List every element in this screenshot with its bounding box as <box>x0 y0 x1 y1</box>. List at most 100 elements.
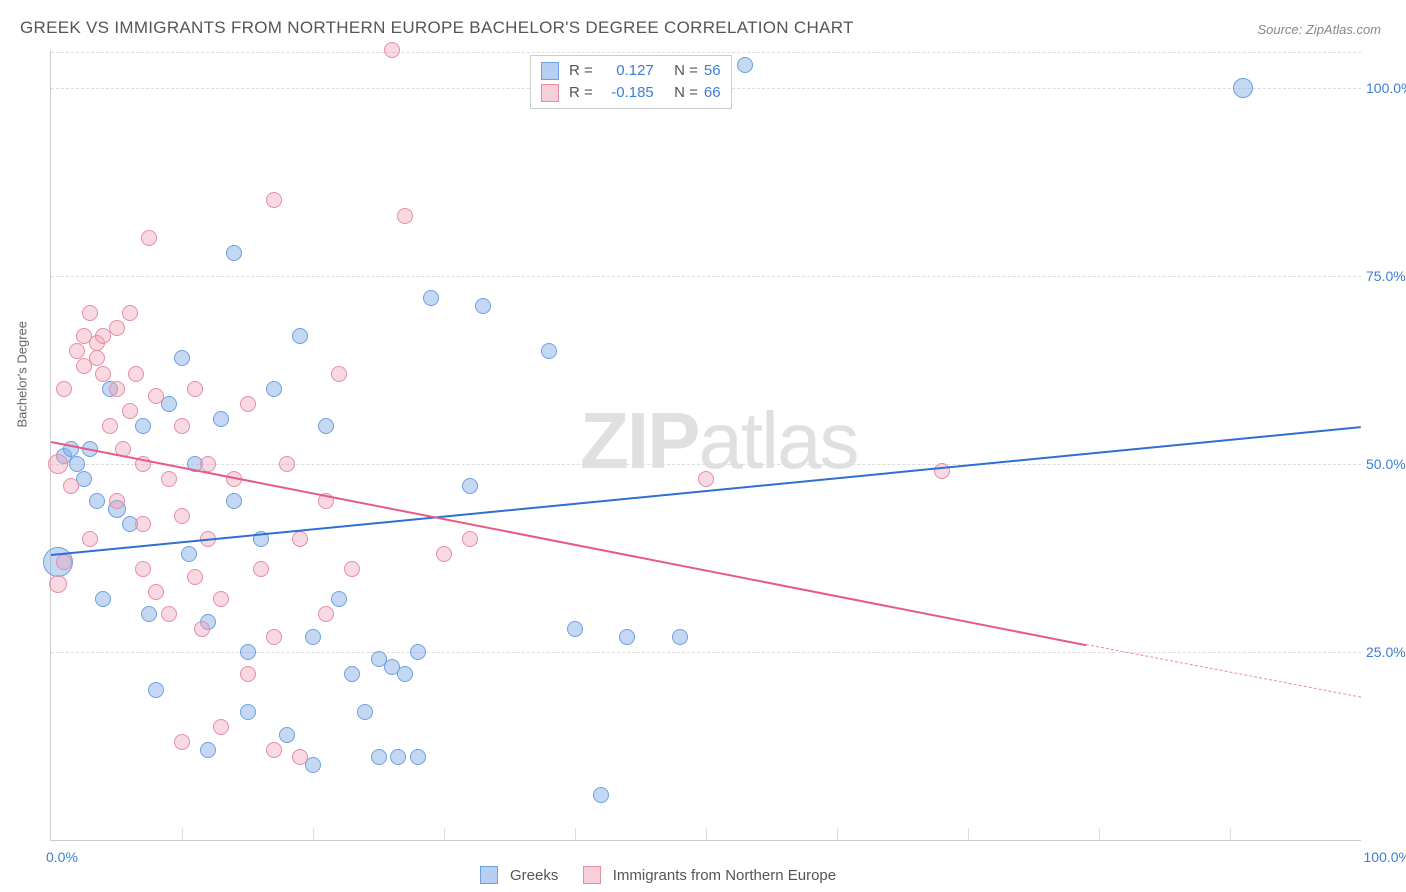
data-point <box>135 418 151 434</box>
data-point <box>95 366 111 382</box>
data-point <box>48 454 68 474</box>
data-point <box>194 621 210 637</box>
r-value: 0.127 <box>599 60 654 82</box>
data-point <box>344 666 360 682</box>
x-tick <box>313 828 314 840</box>
data-point <box>266 629 282 645</box>
data-point <box>266 742 282 758</box>
data-point <box>102 418 118 434</box>
y-tick-label: 75.0% <box>1366 268 1406 284</box>
data-point <box>63 478 79 494</box>
data-point <box>213 719 229 735</box>
data-point <box>109 493 125 509</box>
data-point <box>89 493 105 509</box>
data-point <box>462 531 478 547</box>
data-point <box>213 411 229 427</box>
data-point <box>292 749 308 765</box>
data-point <box>161 471 177 487</box>
n-value: 66 <box>704 82 721 104</box>
r-label: R = <box>569 82 593 104</box>
data-point <box>410 644 426 660</box>
x-tick <box>968 828 969 840</box>
gridline <box>51 276 1361 277</box>
data-point <box>240 704 256 720</box>
watermark-bold: ZIP <box>580 396 698 485</box>
r-value: -0.185 <box>599 82 654 104</box>
data-point <box>109 381 125 397</box>
x-tick <box>837 828 838 840</box>
data-point <box>56 554 72 570</box>
swatch-icon <box>541 62 559 80</box>
x-tick <box>575 828 576 840</box>
y-tick-label: 25.0% <box>1366 644 1406 660</box>
data-point <box>305 629 321 645</box>
data-point <box>462 478 478 494</box>
data-point <box>331 366 347 382</box>
data-point <box>318 418 334 434</box>
data-point <box>181 546 197 562</box>
r-label: R = <box>569 60 593 82</box>
data-point <box>240 644 256 660</box>
data-point <box>240 666 256 682</box>
data-point <box>410 749 426 765</box>
data-point <box>200 456 216 472</box>
data-point <box>266 381 282 397</box>
legend-label: Greeks <box>510 867 558 884</box>
data-point <box>187 569 203 585</box>
data-point <box>148 584 164 600</box>
data-point <box>148 388 164 404</box>
x-tick <box>706 828 707 840</box>
data-point <box>292 531 308 547</box>
data-point <box>56 381 72 397</box>
data-point <box>423 290 439 306</box>
legend-label: Immigrants from Northern Europe <box>613 867 836 884</box>
data-point <box>318 606 334 622</box>
x-tick-label: 100.0% <box>1364 849 1406 865</box>
swatch-icon <box>480 866 498 884</box>
data-point <box>344 561 360 577</box>
data-point <box>1233 78 1253 98</box>
data-point <box>69 343 85 359</box>
x-tick <box>1099 828 1100 840</box>
data-point <box>141 606 157 622</box>
gridline <box>51 52 1361 53</box>
data-point <box>541 343 557 359</box>
data-point <box>279 456 295 472</box>
legend-row: R = -0.185 N = 66 <box>541 82 721 104</box>
n-label: N = <box>674 82 698 104</box>
data-point <box>213 591 229 607</box>
data-point <box>384 42 400 58</box>
data-point <box>161 606 177 622</box>
data-point <box>69 456 85 472</box>
n-value: 56 <box>704 60 721 82</box>
data-point <box>226 493 242 509</box>
correlation-legend: R = 0.127 N = 56 R = -0.185 N = 66 <box>530 55 732 109</box>
data-point <box>292 328 308 344</box>
y-tick-label: 50.0% <box>1366 456 1406 472</box>
series-legend: Greeks Immigrants from Northern Europe <box>480 866 836 884</box>
legend-row: R = 0.127 N = 56 <box>541 60 721 82</box>
x-tick <box>182 828 183 840</box>
data-point <box>226 245 242 261</box>
data-point <box>148 682 164 698</box>
data-point <box>567 621 583 637</box>
watermark-light: atlas <box>698 396 857 485</box>
swatch-icon <box>583 866 601 884</box>
x-tick <box>444 828 445 840</box>
data-point <box>619 629 635 645</box>
data-point <box>397 208 413 224</box>
data-point <box>390 749 406 765</box>
swatch-icon <box>541 84 559 102</box>
data-point <box>200 742 216 758</box>
x-tick-label: 0.0% <box>46 849 78 865</box>
data-point <box>49 575 67 593</box>
data-point <box>593 787 609 803</box>
data-point <box>371 749 387 765</box>
data-point <box>279 727 295 743</box>
source-credit: Source: ZipAtlas.com <box>1257 22 1381 37</box>
data-point <box>240 396 256 412</box>
data-point <box>436 546 452 562</box>
data-point <box>82 305 98 321</box>
y-tick-label: 100.0% <box>1366 80 1406 96</box>
data-point <box>475 298 491 314</box>
